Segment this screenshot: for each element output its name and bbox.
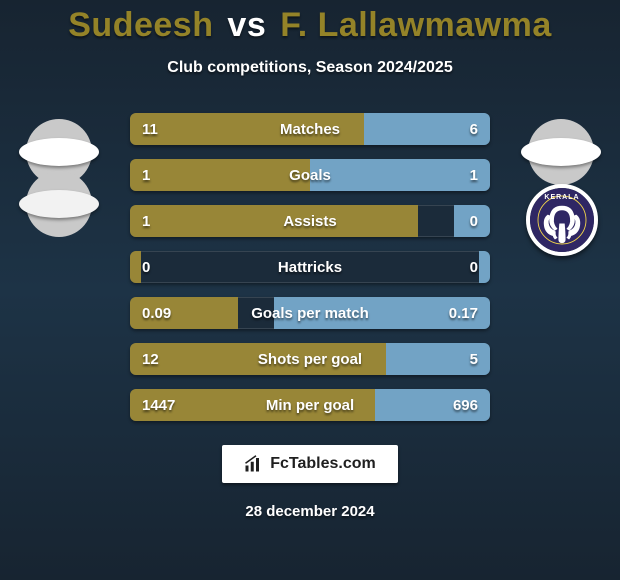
stat-row: Assists10 [130, 205, 490, 237]
stat-row: Goals per match0.090.17 [130, 297, 490, 329]
left-player-club-badge [26, 171, 92, 237]
site-name: FcTables.com [270, 455, 376, 473]
club-badge-text: KERALA [544, 194, 579, 201]
stat-bar-left [130, 205, 418, 237]
stat-bar-left [130, 159, 310, 191]
stat-row: Matches116 [130, 113, 490, 145]
stat-bar-left [130, 113, 364, 145]
stat-bar-right [454, 205, 490, 237]
stat-row: Hattricks00 [130, 251, 490, 283]
stat-bar-left [130, 389, 375, 421]
stat-bar-right [274, 297, 490, 329]
title-left-player: Sudeesh [68, 6, 213, 44]
stat-bar-left [130, 297, 238, 329]
footer-date: 28 december 2024 [245, 503, 374, 520]
title-vs: vs [227, 6, 266, 44]
stat-bar-right [310, 159, 490, 191]
stat-bar-right [479, 251, 490, 283]
stat-bar-left [130, 251, 141, 283]
stat-row: Min per goal1447696 [130, 389, 490, 421]
stat-label: Hattricks [130, 251, 490, 283]
stat-bar-right [364, 113, 490, 145]
stat-row: Goals11 [130, 159, 490, 191]
subtitle: Club competitions, Season 2024/2025 [167, 59, 452, 77]
stat-bar-right [386, 343, 490, 375]
page-title: Sudeesh vs F. Lallawmawma [68, 6, 552, 45]
title-right-player: F. Lallawmawma [280, 6, 552, 44]
stat-rows: Matches116 Goals11 Assists10 Hattricks00 Goa… [130, 113, 490, 421]
site-watermark: FcTables.com [222, 445, 398, 483]
stat-bar-left [130, 343, 386, 375]
content: Sudeesh vs F. Lallawmawma Club competiti… [0, 0, 620, 580]
right-player-photo [528, 119, 594, 185]
stat-row: Shots per goal125 [130, 343, 490, 375]
chart-icon [244, 455, 262, 473]
right-player-club-badge: KERALA [526, 184, 598, 256]
stat-bar-right [375, 389, 490, 421]
